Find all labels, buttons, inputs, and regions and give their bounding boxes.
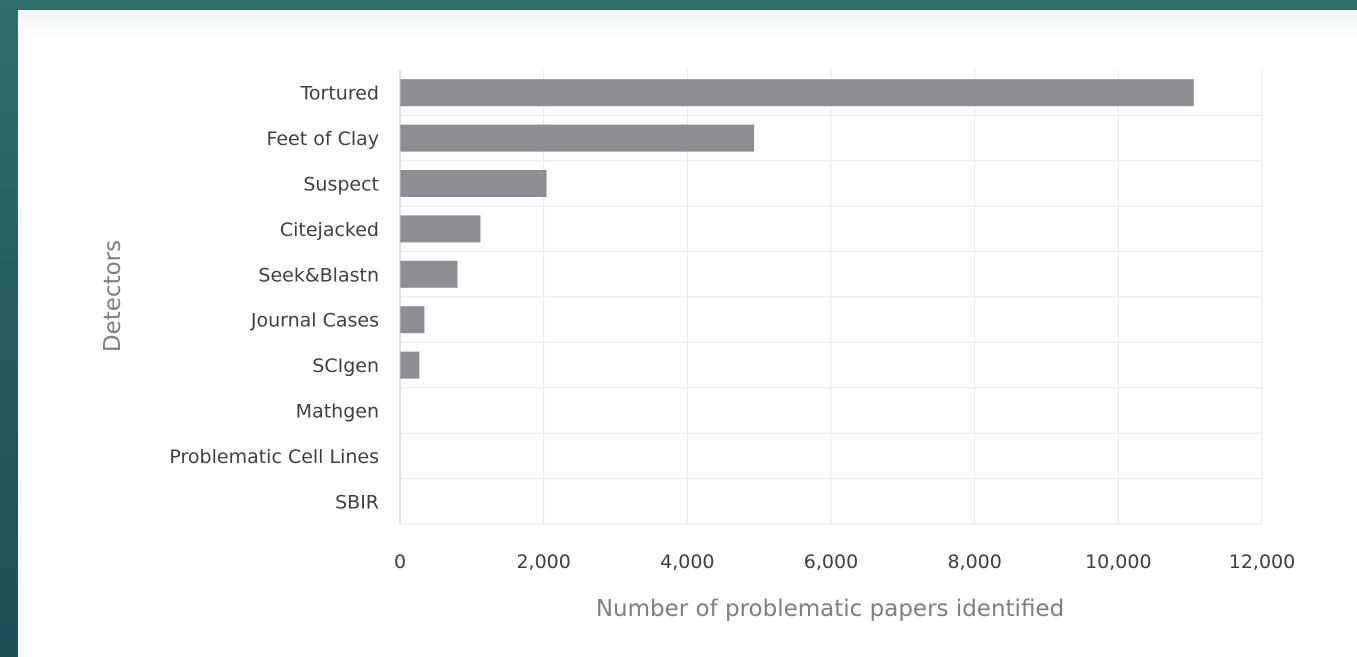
category-label-7: Mathgen — [296, 401, 379, 423]
bar-0 — [400, 79, 1194, 107]
category-labels: Tortured Feet of Clay Suspect Citejacked See… — [169, 83, 379, 514]
x-tick-label-0: 0 — [394, 551, 406, 573]
category-label-2: Suspect — [303, 174, 379, 196]
bar-5 — [400, 306, 425, 334]
x-tick-label-1: 2,000 — [516, 551, 570, 573]
x-tick-label-4: 8,000 — [947, 551, 1001, 573]
x-tick-labels: 0 2,000 4,000 6,000 8,000 10,000 12,000 — [394, 551, 1295, 573]
category-label-1: Feet of Clay — [266, 128, 379, 150]
x-tick-label-5: 10,000 — [1085, 551, 1151, 573]
category-label-5: Journal Cases — [250, 310, 379, 332]
bar-6 — [400, 351, 420, 379]
gridlines — [400, 70, 1263, 525]
panel-top-shade — [18, 10, 1357, 40]
x-tick-label-2: 4,000 — [660, 551, 714, 573]
category-label-4: Seek&Blastn — [258, 264, 379, 286]
y-axis-title: Detectors — [100, 240, 126, 352]
bar-1 — [400, 124, 755, 152]
x-axis-title: Number of problematic papers identified — [596, 596, 1064, 622]
bar-3 — [400, 215, 481, 243]
category-label-9: SBIR — [335, 491, 379, 513]
bar-4 — [400, 260, 458, 288]
category-label-8: Problematic Cell Lines — [169, 446, 379, 468]
bar-2 — [400, 170, 547, 197]
category-label-0: Tortured — [300, 83, 379, 105]
x-tick-label-6: 12,000 — [1229, 551, 1295, 573]
x-tick-label-3: 6,000 — [804, 551, 858, 573]
category-label-3: Citejacked — [280, 219, 379, 241]
category-label-6: SCIgen — [312, 355, 379, 377]
bars — [400, 79, 1194, 379]
